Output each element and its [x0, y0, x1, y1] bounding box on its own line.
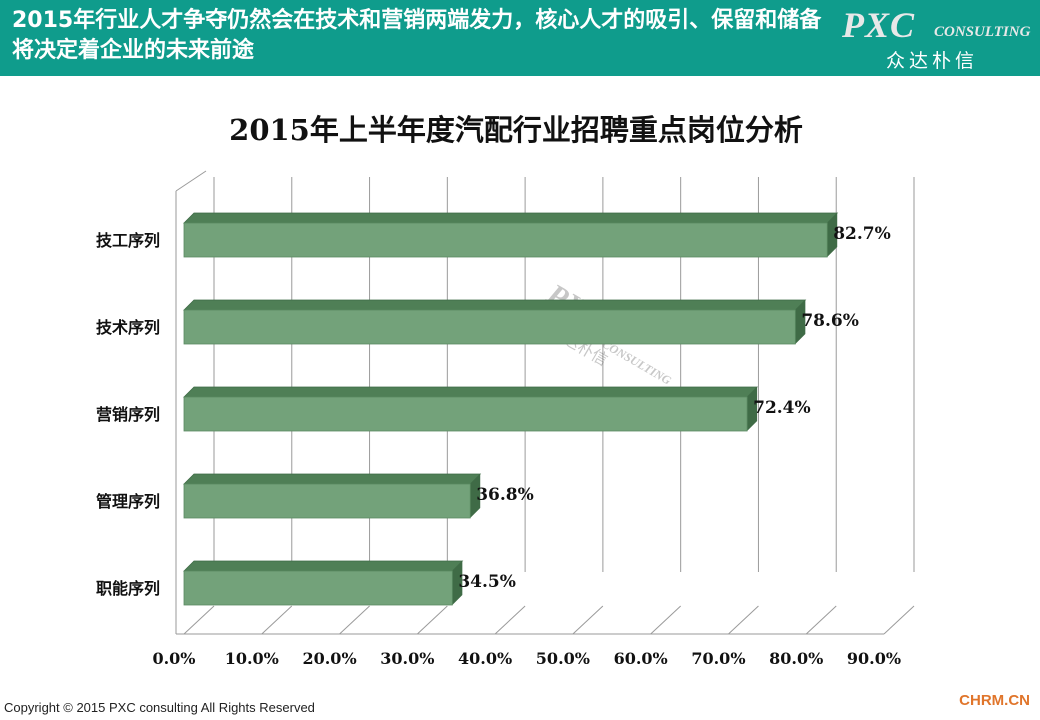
bar-front-face — [183, 309, 796, 345]
bar-end-face — [747, 387, 758, 431]
data-label: 78.6% — [801, 311, 859, 331]
bar-front-face — [183, 570, 453, 606]
bar-top-face — [183, 473, 482, 485]
bar-front-face — [183, 396, 748, 432]
floor-gridline — [494, 605, 526, 635]
bar-front-face — [183, 483, 471, 519]
logo-sub-text: CONSULTING — [934, 24, 1031, 40]
axis-wall-top — [175, 170, 207, 192]
floor-gridline — [416, 605, 448, 635]
x-tick-label: 60.0% — [614, 649, 668, 668]
copyright-text: Copyright © 2015 PXC consulting All Righ… — [4, 700, 315, 715]
x-tick-label: 70.0% — [691, 649, 745, 668]
x-tick-label: 30.0% — [380, 649, 434, 668]
x-tick-label: 0.0% — [152, 649, 195, 668]
bar: 78.6% — [183, 299, 859, 345]
floor-gridline — [183, 605, 215, 635]
x-tick-label: 20.0% — [302, 649, 356, 668]
category-label: 技术序列 — [96, 318, 160, 337]
bar-end-face — [452, 561, 463, 605]
category-label: 职能序列 — [96, 579, 160, 598]
bar-top-face — [183, 299, 807, 311]
pxc-logo: PXC CONSULTING 众达朴信 — [838, 5, 1038, 72]
floor-gridline — [883, 605, 915, 635]
x-tick-labels: 0.0% 10.0% 20.0% 30.0% 40.0% 50.0% 60.0% 70.0% 8… — [152, 649, 901, 668]
data-label: 34.5% — [458, 572, 516, 592]
watermark-sub-text: CONSULTING — [600, 337, 674, 388]
floor-gridline — [805, 605, 837, 635]
header-banner: 2015年行业人才争夺仍然会在技术和营销两端发力，核心人才的吸引、保留和储备将决… — [0, 0, 1040, 76]
bar: 72.4% — [183, 386, 811, 432]
bar-end-face — [795, 300, 806, 344]
data-label: 82.7% — [833, 224, 891, 244]
bar: 82.7% — [183, 212, 891, 258]
bar-end-face — [470, 474, 481, 518]
x-tick-label: 90.0% — [847, 649, 901, 668]
floor-gridline — [339, 605, 370, 635]
floor-gridline — [261, 605, 293, 635]
x-tick-label: 80.0% — [769, 649, 823, 668]
bar-end-face — [827, 213, 838, 257]
brand-mark: CHRM.CN — [959, 692, 1030, 709]
floor-gridline — [572, 605, 604, 635]
category-label: 技工序列 — [96, 231, 160, 250]
category-label: 管理序列 — [96, 492, 160, 511]
bar-front-face — [183, 222, 828, 258]
bar-top-face — [183, 560, 464, 572]
bar: 36.8% — [183, 473, 534, 519]
bar-top-face — [183, 212, 839, 224]
data-label: 36.8% — [476, 485, 534, 505]
logo-main-text: PXC — [842, 5, 916, 45]
chart-bars: 82.7% 78.6% 72.4% 36.8% 34.5% — [183, 212, 891, 606]
x-tick-label: 50.0% — [536, 649, 590, 668]
floor-gridline — [650, 605, 682, 635]
bar-top-face — [183, 386, 759, 398]
x-tick-label: 10.0% — [225, 649, 279, 668]
data-label: 72.4% — [753, 398, 811, 418]
x-tick-label: 40.0% — [458, 649, 512, 668]
logo-chinese-text: 众达朴信 — [886, 50, 979, 72]
bar: 34.5% — [183, 560, 516, 606]
chart-title: 2015年上半年度汽配行业招聘重点岗位分析 — [229, 113, 803, 147]
category-label: 营销序列 — [96, 405, 160, 424]
page-title: 2015年行业人才争夺仍然会在技术和营销两端发力，核心人才的吸引、保留和储备将决… — [12, 8, 822, 63]
floor-gridline — [728, 605, 759, 635]
